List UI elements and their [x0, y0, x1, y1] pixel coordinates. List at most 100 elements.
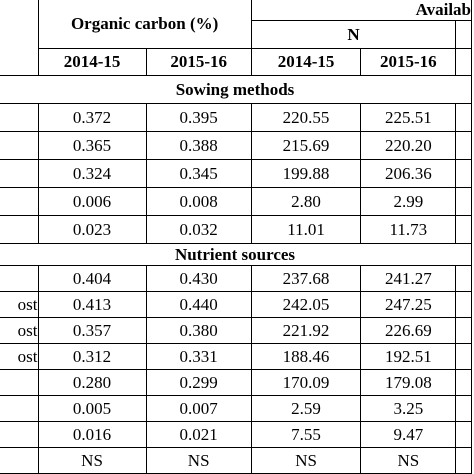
- value-cell: [455, 395, 472, 422]
- year-header: 2014-15: [37, 48, 147, 76]
- value-cell: 0.440: [145, 291, 252, 318]
- n-header: N: [250, 20, 457, 49]
- value-cell: [455, 187, 472, 216]
- value-cell: [455, 447, 472, 474]
- value-cell: 0.430: [145, 265, 252, 292]
- value-cell: 0.299: [145, 369, 252, 396]
- table-row: 0.324 0.345 199.88 206.36: [0, 159, 472, 188]
- header-cell: [455, 20, 472, 49]
- table-row: ost 0.413 0.440 242.05 247.25: [0, 291, 472, 318]
- row-label: [0, 103, 39, 132]
- value-cell: 0.032: [145, 215, 252, 244]
- value-cell: 179.08: [360, 369, 457, 396]
- available-header: Availab: [250, 0, 473, 21]
- value-cell: 0.021: [145, 421, 252, 448]
- table-row: 0.016 0.021 7.55 9.47: [0, 421, 472, 448]
- value-cell: 0.345: [145, 159, 252, 188]
- value-cell: [455, 343, 472, 370]
- value-cell: 241.27: [360, 265, 457, 292]
- value-cell: NS: [250, 447, 362, 474]
- value-cell: 2.99: [360, 187, 457, 216]
- value-cell: 188.46: [250, 343, 362, 370]
- value-cell: 0.008: [145, 187, 252, 216]
- value-cell: 0.357: [37, 317, 147, 344]
- header-cell: [455, 48, 472, 76]
- table-row: 0.005 0.007 2.59 3.25: [0, 395, 472, 422]
- value-cell: 0.380: [145, 317, 252, 344]
- value-cell: 199.88: [250, 159, 362, 188]
- table-row: 0.023 0.032 11.01 11.73: [0, 215, 472, 244]
- table-row: 0.006 0.008 2.80 2.99: [0, 187, 472, 216]
- value-cell: [455, 103, 472, 132]
- value-cell: [455, 159, 472, 188]
- row-label: [0, 159, 39, 188]
- value-cell: 7.55: [250, 421, 362, 448]
- row-label: ost: [0, 343, 39, 370]
- value-cell: [455, 317, 472, 344]
- value-cell: 192.51: [360, 343, 457, 370]
- table-row: N: [0, 20, 472, 49]
- value-cell: 220.20: [360, 131, 457, 160]
- value-cell: 3.25: [360, 395, 457, 422]
- value-cell: 220.55: [250, 103, 362, 132]
- year-header: 2015-16: [145, 48, 252, 76]
- table-row: ost 0.312 0.331 188.46 192.51: [0, 343, 472, 370]
- table-row: Nutrient sources: [0, 243, 472, 266]
- row-label: [0, 369, 39, 396]
- value-cell: 0.005: [37, 395, 147, 422]
- value-cell: [455, 215, 472, 244]
- value-cell: 242.05: [250, 291, 362, 318]
- table-row: 0.404 0.430 237.68 241.27: [0, 265, 472, 292]
- value-cell: 0.365: [37, 131, 147, 160]
- organic-carbon-header: Organic carbon (%): [37, 0, 252, 49]
- value-cell: NS: [145, 447, 252, 474]
- value-cell: 9.47: [360, 421, 457, 448]
- row-label: ost: [0, 317, 39, 344]
- value-cell: 170.09: [250, 369, 362, 396]
- value-cell: 0.388: [145, 131, 252, 160]
- value-cell: 0.312: [37, 343, 147, 370]
- value-cell: 225.51: [360, 103, 457, 132]
- value-cell: NS: [37, 447, 147, 474]
- row-label: ost: [0, 291, 39, 318]
- value-cell: [455, 265, 472, 292]
- value-cell: [455, 131, 472, 160]
- value-cell: 0.280: [37, 369, 147, 396]
- table-row: 0.372 0.395 220.55 225.51: [0, 103, 472, 132]
- value-cell: 11.01: [250, 215, 362, 244]
- value-cell: 0.023: [37, 215, 147, 244]
- value-cell: 206.36: [360, 159, 457, 188]
- section-title: Sowing methods: [0, 75, 472, 104]
- value-cell: 221.92: [250, 317, 362, 344]
- table-row: NS NS NS NS: [0, 447, 472, 474]
- table-row: 0.365 0.388 215.69 220.20: [0, 131, 472, 160]
- value-cell: 2.80: [250, 187, 362, 216]
- row-label: [0, 395, 39, 422]
- value-cell: 0.324: [37, 159, 147, 188]
- value-cell: 0.016: [37, 421, 147, 448]
- table-row: 0.280 0.299 170.09 179.08: [0, 369, 472, 396]
- table-row: 2014-15 2015-16 2014-15 2015-16: [0, 48, 472, 76]
- value-cell: 0.404: [37, 265, 147, 292]
- value-cell: 0.331: [145, 343, 252, 370]
- value-cell: 0.006: [37, 187, 147, 216]
- value-cell: 215.69: [250, 131, 362, 160]
- value-cell: [455, 369, 472, 396]
- value-cell: 0.395: [145, 103, 252, 132]
- value-cell: [455, 421, 472, 448]
- value-cell: 0.413: [37, 291, 147, 318]
- row-label: [0, 265, 39, 292]
- year-header: 2014-15: [250, 48, 362, 76]
- value-cell: NS: [360, 447, 457, 474]
- value-cell: 0.007: [145, 395, 252, 422]
- value-cell: 237.68: [250, 265, 362, 292]
- row-label: [0, 131, 39, 160]
- stub-header: [0, 0, 39, 76]
- table-row: Sowing methods: [0, 75, 472, 104]
- row-label: [0, 215, 39, 244]
- year-header: 2015-16: [360, 48, 457, 76]
- table-row: Organic carbon (%) Availab: [0, 0, 473, 76]
- value-cell: 247.25: [360, 291, 457, 318]
